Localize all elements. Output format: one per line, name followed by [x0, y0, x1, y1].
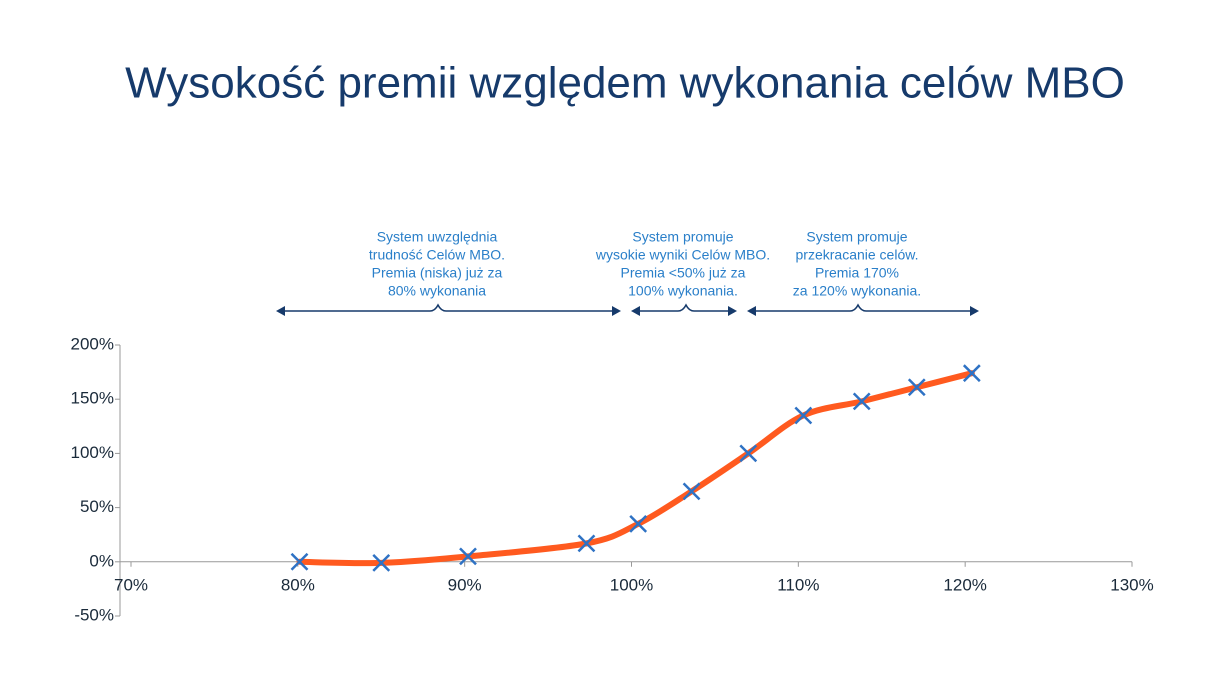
marker	[794, 406, 813, 425]
marker	[629, 514, 648, 533]
x-tick-label: 80%	[281, 575, 315, 594]
series-line	[296, 370, 975, 567]
marker	[459, 547, 477, 566]
x-tick-label: 130%	[1110, 575, 1153, 594]
x-tick-label: 120%	[943, 575, 986, 594]
annotation-text: 100% wykonania.	[628, 283, 738, 299]
range-arrow	[634, 303, 734, 312]
marker	[852, 392, 871, 411]
marker	[290, 552, 309, 571]
annotation-text: System promuje	[632, 229, 733, 245]
y-tick-label: 200%	[71, 334, 114, 353]
annotation-text: wysokie wyniki Celów MBO.	[595, 247, 770, 263]
arrow-heads	[276, 306, 979, 316]
range-arrow	[279, 303, 618, 312]
y-tick-label: 0%	[89, 551, 114, 570]
annotation-text: przekracanie celów.	[796, 247, 919, 263]
annotation-text: System promuje	[806, 229, 907, 245]
marker	[682, 482, 701, 501]
marker	[962, 364, 981, 383]
y-tick-label: 150%	[71, 389, 114, 408]
annotation-text: Premia (niska) już za	[372, 265, 503, 281]
marker	[739, 444, 758, 463]
annotation-text: trudność Celów MBO.	[369, 247, 505, 263]
range-arrow	[750, 303, 976, 312]
chart-title: Wysokość premii względem wykonania celów…	[125, 59, 1125, 108]
marker	[372, 554, 391, 572]
x-tick-label: 90%	[448, 575, 482, 594]
annotation-text: System uwzględnia	[377, 229, 498, 245]
y-tick-label: -50%	[74, 605, 114, 624]
annotation-text: za 120% wykonania.	[793, 283, 921, 299]
annotation-arrows	[279, 303, 976, 312]
y-tick-label: 100%	[71, 443, 114, 462]
annotation-text: Premia 170%	[815, 265, 899, 281]
y-tick-label: 50%	[80, 497, 114, 516]
x-tick-label: 100%	[610, 575, 653, 594]
annotation-text: Premia <50% już za	[621, 265, 746, 281]
marker	[577, 534, 596, 553]
marker	[907, 378, 926, 397]
annotation-text: 80% wykonania	[388, 283, 486, 299]
x-tick-label: 110%	[777, 575, 819, 594]
x-tick-label: 70%	[114, 575, 148, 594]
